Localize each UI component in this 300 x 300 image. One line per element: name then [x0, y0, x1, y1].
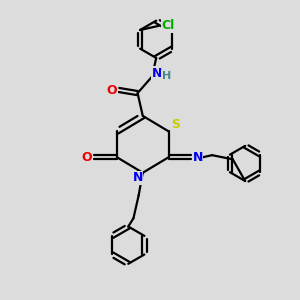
Text: N: N [132, 171, 143, 184]
Text: S: S [171, 118, 180, 130]
Text: O: O [106, 83, 117, 97]
Text: N: N [192, 151, 203, 164]
Text: H: H [162, 70, 171, 80]
Text: Cl: Cl [161, 20, 175, 32]
Text: N: N [152, 67, 162, 80]
Text: O: O [82, 151, 92, 164]
